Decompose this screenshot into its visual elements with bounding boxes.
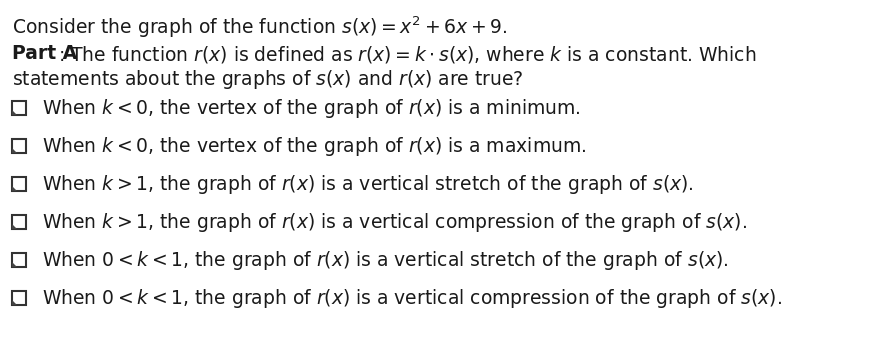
- Polygon shape: [12, 186, 17, 191]
- Text: statements about the graphs of $s(x)$ and $r(x)$ are true?: statements about the graphs of $s(x)$ an…: [12, 68, 524, 91]
- Polygon shape: [12, 148, 17, 153]
- Polygon shape: [12, 300, 17, 305]
- Text: : The function $r(x)$ is defined as $r(x) = k \cdot s(x)$, where $k$ is a consta: : The function $r(x)$ is defined as $r(x…: [58, 44, 757, 65]
- Text: When $0 < k < 1$, the graph of $r(x)$ is a vertical compression of the graph of : When $0 < k < 1$, the graph of $r(x)$ is…: [42, 286, 782, 310]
- Text: When $k > 1$, the graph of $r(x)$ is a vertical compression of the graph of $s(x: When $k > 1$, the graph of $r(x)$ is a v…: [42, 211, 747, 233]
- FancyBboxPatch shape: [12, 139, 26, 153]
- Text: When $k < 0$, the vertex of the graph of $r(x)$ is a maximum.: When $k < 0$, the vertex of the graph of…: [42, 135, 587, 158]
- Text: When $k > 1$, the graph of $r(x)$ is a vertical stretch of the graph of $s(x)$.: When $k > 1$, the graph of $r(x)$ is a v…: [42, 173, 694, 195]
- FancyBboxPatch shape: [12, 253, 26, 267]
- FancyBboxPatch shape: [12, 291, 26, 305]
- FancyBboxPatch shape: [12, 101, 26, 115]
- FancyBboxPatch shape: [12, 177, 26, 191]
- Text: Part A: Part A: [12, 44, 77, 63]
- Polygon shape: [12, 224, 17, 229]
- Polygon shape: [12, 110, 17, 115]
- Polygon shape: [12, 262, 17, 267]
- Text: When $0 < k < 1$, the graph of $r(x)$ is a vertical stretch of the graph of $s(x: When $0 < k < 1$, the graph of $r(x)$ is…: [42, 248, 729, 271]
- Text: Consider the graph of the function $s(x) = x^2 + 6x + 9$.: Consider the graph of the function $s(x)…: [12, 14, 508, 39]
- Text: When $k < 0$, the vertex of the graph of $r(x)$ is a minimum.: When $k < 0$, the vertex of the graph of…: [42, 97, 581, 120]
- FancyBboxPatch shape: [12, 215, 26, 229]
